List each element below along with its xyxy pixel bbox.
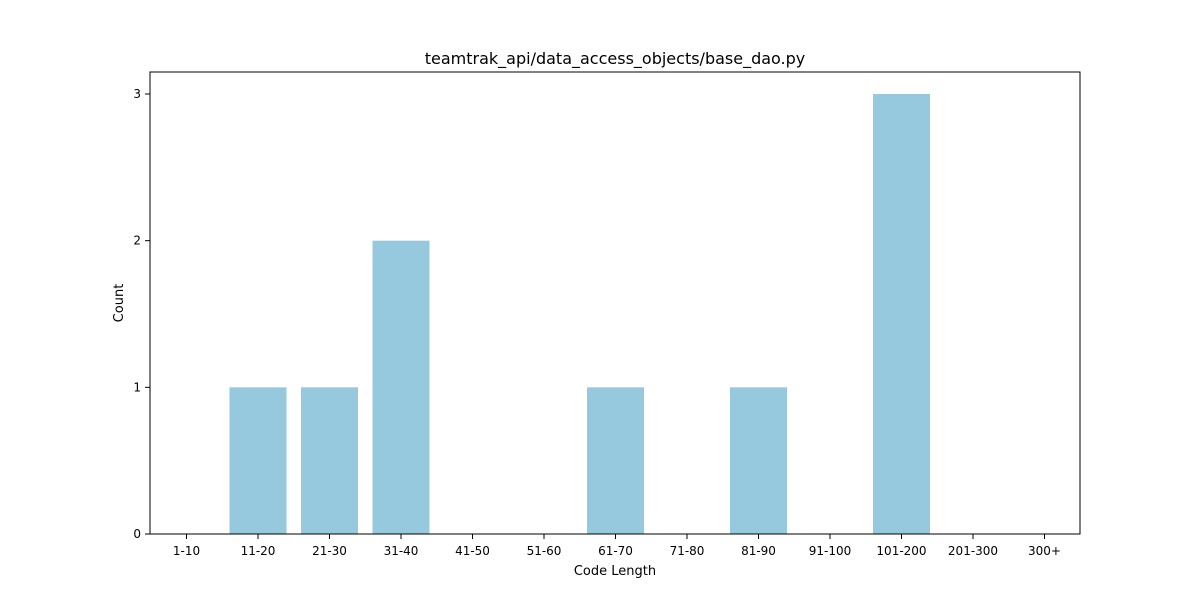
bar-11-20 <box>229 387 287 534</box>
y-tick-label: 3 <box>133 87 141 101</box>
x-tick-label: 51-60 <box>527 544 562 558</box>
y-tick-label: 0 <box>133 527 141 541</box>
chart-title: teamtrak_api/data_access_objects/base_da… <box>425 49 806 69</box>
x-axis-label: Code Length <box>574 564 656 579</box>
x-tick-label: 1-10 <box>173 544 200 558</box>
x-tick-label: 71-80 <box>670 544 705 558</box>
x-axis-ticks: 1-10 11-20 21-30 31-40 41-50 51-60 61-70 71-80 8… <box>173 534 1061 558</box>
bar-81-90 <box>730 387 787 534</box>
y-tick-label: 1 <box>133 380 141 394</box>
x-tick-label: 41-50 <box>455 544 490 558</box>
x-tick-label: 101-200 <box>876 544 926 558</box>
bar-31-40 <box>372 240 430 535</box>
bar-101-200 <box>873 94 930 534</box>
y-axis-label: Count <box>112 284 127 323</box>
y-axis-ticks: 0 1 2 3 <box>133 87 150 541</box>
bar-61-70 <box>587 387 644 534</box>
y-tick-label: 2 <box>133 234 141 248</box>
x-tick-label: 91-100 <box>809 544 852 558</box>
x-tick-label: 300+ <box>1028 544 1061 558</box>
x-tick-label: 31-40 <box>384 544 419 558</box>
bar-21-30 <box>301 387 358 534</box>
x-tick-label: 11-20 <box>241 544 276 558</box>
bars-layer <box>229 94 930 535</box>
x-tick-label: 201-300 <box>948 544 998 558</box>
x-tick-label: 21-30 <box>312 544 347 558</box>
x-tick-label: 61-70 <box>598 544 633 558</box>
plot-area-frame <box>149 71 1081 535</box>
x-tick-label: 81-90 <box>741 544 776 558</box>
